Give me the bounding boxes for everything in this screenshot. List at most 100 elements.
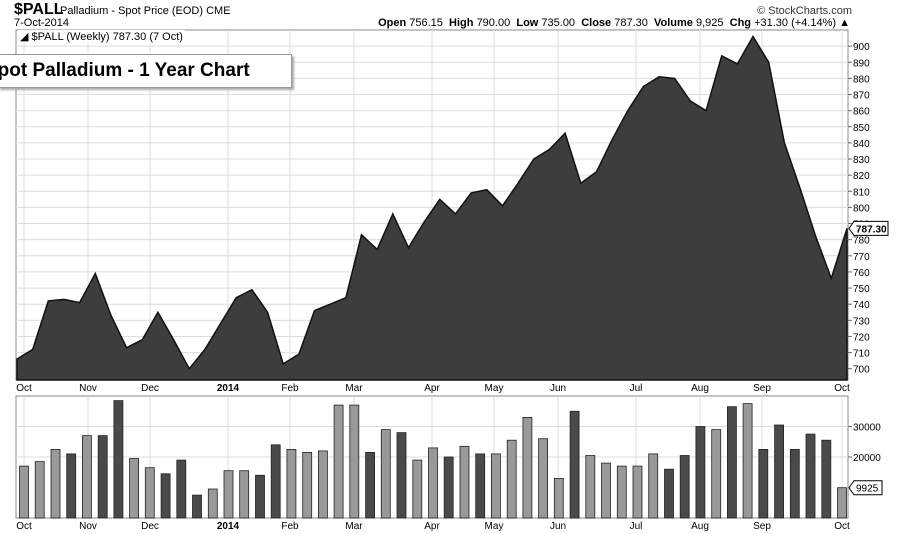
close-value: 787.30 <box>614 17 648 29</box>
volume-bar <box>742 403 753 519</box>
price-tick-label: 780 <box>853 236 870 247</box>
volume-bar <box>632 465 643 519</box>
price-tick-label: 900 <box>853 42 870 53</box>
legend-text: $PALL (Weekly) 787.30 (7 Oct) <box>31 31 183 43</box>
volume-x-tick-label: Feb <box>281 521 299 532</box>
volume-x-tick-label: Apr <box>424 521 440 532</box>
volume-bar <box>837 487 847 519</box>
volume-bar <box>192 494 202 519</box>
volume-bar <box>428 447 438 519</box>
volume-bar <box>365 451 376 519</box>
volume-bar <box>396 432 407 519</box>
volume-bar <box>585 455 596 519</box>
volume-bar <box>679 455 690 519</box>
volume-bar <box>789 448 800 519</box>
price-tick-label: 860 <box>853 107 870 118</box>
volume-bar <box>82 435 92 519</box>
price-tick-label: 800 <box>853 203 870 214</box>
price-x-tick-label: Apr <box>424 383 440 394</box>
volume-x-tick-label: Aug <box>691 521 709 532</box>
volume-bar <box>490 453 501 519</box>
volume-bar <box>223 470 234 519</box>
volume-tick-label: 30000 <box>853 423 881 434</box>
chart-title-box: Spot Palladium - 1 Year Chart <box>0 54 292 88</box>
low-label: Low <box>516 17 539 29</box>
price-tick-label: 720 <box>853 332 870 343</box>
volume-bar <box>711 429 722 519</box>
price-x-tick-label: Jul <box>630 383 643 394</box>
price-x-tick-label: Feb <box>281 383 299 394</box>
volume-x-tick-label: May <box>485 521 504 532</box>
up-triangle-icon: ▲ <box>839 17 850 29</box>
volume-bar <box>443 456 454 519</box>
quote-date: 7-Oct-2014 <box>14 17 70 29</box>
volume-bar <box>50 448 61 519</box>
instrument-title: Palladium - Spot Price (EOD) <box>60 5 204 17</box>
price-tick-label: 850 <box>853 123 870 134</box>
price-tick-label: 740 <box>853 300 870 311</box>
price-x-tick-label: Mar <box>345 383 363 394</box>
volume-bar <box>207 488 218 519</box>
price-tick-label: 750 <box>853 284 870 295</box>
volume-bar <box>286 448 297 519</box>
last-volume-badge <box>848 480 883 496</box>
volume-bar <box>19 465 29 519</box>
volume-bar <box>648 453 659 519</box>
price-tick-label: 760 <box>853 268 870 279</box>
low-value: 735.00 <box>541 17 576 29</box>
price-x-tick-label: 2014 <box>217 383 240 394</box>
price-x-tick-label: Dec <box>141 383 159 394</box>
volume-bar <box>333 404 344 519</box>
high-label: High <box>449 17 474 29</box>
volume-bar <box>176 459 187 519</box>
volume-bar <box>270 444 281 519</box>
volume-x-tick-label: Nov <box>79 521 97 532</box>
volume-bar <box>239 470 250 519</box>
price-tick-label: 700 <box>853 365 870 376</box>
volume-bar <box>821 439 832 519</box>
quote-summary: Open 756.15 High 790.00 Low 735.00 Close… <box>378 17 850 29</box>
volume-bar <box>695 426 706 519</box>
price-tick-label: 770 <box>853 252 870 263</box>
volume-bar <box>317 450 328 519</box>
price-x-tick-label: Jun <box>550 383 566 394</box>
volume-bar <box>144 467 155 519</box>
price-tick-label: 890 <box>853 58 870 69</box>
volume-bar <box>664 468 674 519</box>
site-credit[interactable]: © StockCharts.com <box>757 5 852 17</box>
volume-bar <box>349 404 360 519</box>
price-tick-label: 870 <box>853 91 870 102</box>
volume-bar <box>412 459 423 519</box>
volume-x-tick-label: Sep <box>753 521 771 532</box>
open-value: 756.15 <box>409 17 443 29</box>
volume-bar <box>113 400 124 519</box>
price-x-tick-label: Aug <box>691 383 709 394</box>
volume-tick-label: 20000 <box>853 453 881 464</box>
volume-bar <box>774 424 784 519</box>
volume-bar <box>538 438 548 519</box>
area-chart-icon: ◢ <box>20 31 29 43</box>
price-x-tick-label: Oct <box>16 383 32 394</box>
volume-bar <box>506 439 517 519</box>
volume-bar <box>160 473 171 519</box>
price-tick-label: 830 <box>853 155 870 166</box>
price-tick-label: 810 <box>853 187 870 198</box>
volume-bar <box>459 445 470 519</box>
volume-bar <box>569 410 580 519</box>
price-x-tick-label: Sep <box>753 383 771 394</box>
volume-bar <box>129 458 140 519</box>
volume-bar <box>380 429 391 519</box>
open-label: Open <box>378 17 407 29</box>
price-tick-label: 730 <box>853 316 870 327</box>
volume-bar <box>34 461 45 519</box>
volume-label: Volume <box>654 17 693 29</box>
price-tick-label: 710 <box>853 349 870 360</box>
last-volume-label: 9925 <box>856 484 879 495</box>
price-x-tick-label: Nov <box>79 383 97 394</box>
volume-x-tick-label: Oct <box>16 521 32 532</box>
price-area-series <box>16 35 848 381</box>
price-tick-label: 840 <box>853 139 870 150</box>
chart-title: Spot Palladium - 1 Year Chart <box>0 60 250 81</box>
volume-bar <box>255 474 265 519</box>
